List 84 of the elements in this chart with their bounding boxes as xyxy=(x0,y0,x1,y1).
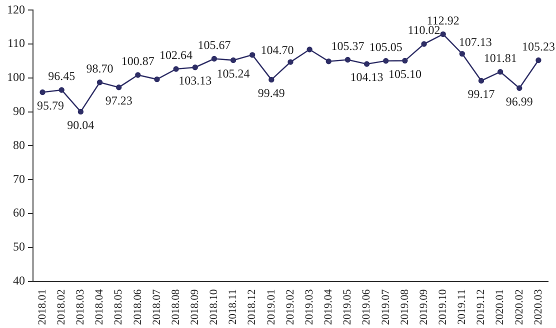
point xyxy=(478,78,484,84)
x-tick-label: 2018.05 xyxy=(112,288,125,325)
x-tick-label: 2018.01 xyxy=(36,289,48,325)
x-tick-label: 2019.07 xyxy=(380,288,392,325)
data-label: 103.13 xyxy=(178,74,212,88)
x-tick-label: 2019.10 xyxy=(436,288,449,325)
point xyxy=(326,58,332,64)
x-tick-label: 2019.08 xyxy=(398,288,411,325)
x-tick-label: 2018.08 xyxy=(170,288,182,325)
point xyxy=(364,61,370,67)
data-label: 90.04 xyxy=(67,118,94,132)
x-tick-label: 2019.12 xyxy=(475,289,488,325)
x-tick-label: 2019.01 xyxy=(265,289,278,325)
point xyxy=(135,72,141,78)
x-tick-label: 2018.10 xyxy=(208,288,220,325)
x-tick-label: 2018.11 xyxy=(227,289,240,325)
point xyxy=(497,68,504,75)
data-label: 102.64 xyxy=(160,48,193,62)
y-tick-label: 70 xyxy=(13,172,25,186)
x-tick-label: 2020.02 xyxy=(513,289,526,325)
y-tick-label: 120 xyxy=(7,2,25,16)
data-label: 99.17 xyxy=(468,86,495,101)
point xyxy=(459,50,466,57)
x-tick-label: 2019.09 xyxy=(418,288,430,325)
x-tick-label: 2019.06 xyxy=(360,288,373,325)
point xyxy=(173,66,179,72)
x-tick-label: 2019.05 xyxy=(342,288,354,325)
point xyxy=(306,46,312,52)
x-tick-label: 2018.12 xyxy=(246,289,258,325)
point xyxy=(154,76,160,82)
data-label: 99.49 xyxy=(258,86,285,100)
data-label: 96.45 xyxy=(48,69,76,84)
point xyxy=(211,56,218,62)
point xyxy=(268,76,274,83)
point xyxy=(96,80,103,86)
data-label: 105.23 xyxy=(522,39,555,54)
x-tick-label: 2018.03 xyxy=(74,288,87,325)
y-tick-label: 50 xyxy=(13,240,25,254)
y-tick-label: 100 xyxy=(7,70,25,84)
point xyxy=(383,58,389,64)
point xyxy=(40,89,46,96)
point xyxy=(116,84,122,90)
point xyxy=(78,108,84,115)
x-tick-label: 2019.11 xyxy=(456,289,468,325)
x-tick-label: 2019.03 xyxy=(303,288,316,325)
point xyxy=(250,52,256,58)
x-tick-label: 2018.04 xyxy=(94,288,106,325)
data-label: 105.24 xyxy=(216,66,250,80)
x-tick-label: 2019.02 xyxy=(284,289,296,325)
y-tick-label: 90 xyxy=(13,104,25,118)
x-tick-label: 2018.07 xyxy=(150,288,163,325)
point xyxy=(421,41,427,47)
x-tick-label: 2020.01 xyxy=(494,289,506,325)
data-label: 97.23 xyxy=(105,94,132,108)
x-tick-label: 2018.06 xyxy=(132,288,144,325)
y-tick-label: 80 xyxy=(13,138,25,152)
data-label: 101.81 xyxy=(484,50,517,65)
point xyxy=(192,64,198,70)
point xyxy=(344,56,351,63)
data-label: 98.70 xyxy=(86,62,114,76)
point xyxy=(516,85,522,92)
x-tick-label: 2019.04 xyxy=(322,288,335,325)
point xyxy=(440,31,446,38)
data-label: 105.10 xyxy=(388,66,422,81)
y-tick-label: 40 xyxy=(13,273,25,288)
data-label: 104.13 xyxy=(350,70,384,84)
x-tick-label: 2018.02 xyxy=(56,289,68,325)
x-tick-label: 2020.03 xyxy=(532,288,544,325)
data-label: 105.37 xyxy=(331,38,364,53)
point xyxy=(402,58,408,64)
point xyxy=(230,57,236,64)
data-label: 105.05 xyxy=(369,40,402,54)
y-tick-label: 60 xyxy=(13,206,25,220)
y-tick-label: 110 xyxy=(7,36,25,50)
point xyxy=(288,59,294,65)
data-label: 107.13 xyxy=(458,34,492,49)
point xyxy=(536,57,542,64)
data-label: 104.70 xyxy=(260,43,294,58)
data-label: 105.67 xyxy=(198,38,231,52)
x-tick-label: 2018.09 xyxy=(189,288,202,325)
point xyxy=(58,87,64,93)
data-label: 95.79 xyxy=(37,98,64,112)
data-label: 96.99 xyxy=(506,94,533,108)
data-label: 100.87 xyxy=(121,54,154,68)
